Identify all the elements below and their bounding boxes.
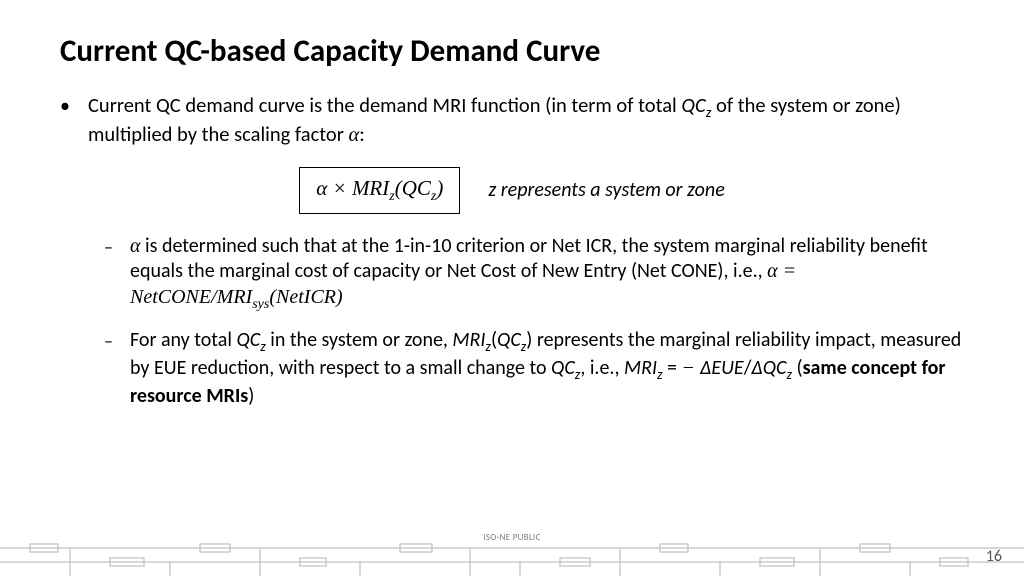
slide-footer: ISO-NE PUBLIC 16 xyxy=(0,530,1024,576)
qc-var: QC xyxy=(551,356,575,380)
bullet-level1: • Current QC demand curve is the demand … xyxy=(60,92,964,149)
text-fragment: is determined such that at the 1-in-10 c… xyxy=(130,234,928,284)
text-fragment: , i.e., xyxy=(580,356,624,380)
qc-var: QC xyxy=(236,328,260,352)
dqc: ΔQC xyxy=(751,356,786,380)
formula-mri: MRI xyxy=(352,176,389,200)
dash-marker: – xyxy=(104,234,130,314)
eq: = xyxy=(663,356,682,380)
circuit-decoration-icon xyxy=(0,534,1024,576)
eq-alpha: α xyxy=(767,260,778,282)
formula-row: α × MRIz(QCz) z represents a system or z… xyxy=(60,167,964,214)
formula-open: ( xyxy=(395,176,402,200)
bullet-level2: – For any total QCz in the system or zon… xyxy=(104,328,964,409)
eq-close: ) xyxy=(336,286,343,308)
alpha-var: α xyxy=(130,235,141,257)
formula-alpha: α xyxy=(316,176,327,200)
bullet-text: Current QC demand curve is the demand MR… xyxy=(88,92,964,149)
formula-box: α × MRIz(QCz) xyxy=(299,167,460,214)
qc-var: QC xyxy=(497,328,521,352)
eq-eq: = xyxy=(778,260,797,282)
eq-neticr: NetICR xyxy=(276,286,336,308)
bullet-level2: – α is determined such that at the 1-in-… xyxy=(104,234,964,314)
eq-netcone: NetCONE xyxy=(130,286,211,308)
formula-close: ) xyxy=(436,176,443,200)
formula-qc: QC xyxy=(402,176,431,200)
slide: Current QC-based Capacity Demand Curve •… xyxy=(0,0,1024,576)
minus: − xyxy=(682,357,701,379)
formula-times: × xyxy=(327,176,352,200)
paren: ( xyxy=(792,356,803,380)
mri-var: MRI xyxy=(624,356,657,380)
eq-mri-sub: sys xyxy=(252,297,269,312)
dash-marker: – xyxy=(104,328,130,409)
eq-mri: MRI xyxy=(217,286,253,308)
paren: ) xyxy=(248,384,254,408)
mri-var: MRI xyxy=(452,328,485,352)
slide-title: Current QC-based Capacity Demand Curve xyxy=(60,32,964,70)
text-fragment: Current QC demand curve is the demand MR… xyxy=(88,92,681,118)
sub-bullet-text: For any total QCz in the system or zone,… xyxy=(130,328,964,409)
alpha-var: α xyxy=(349,124,360,146)
sub-bullet-text: α is determined such that at the 1-in-10… xyxy=(130,234,964,314)
formula-caption: z represents a system or zone xyxy=(488,178,724,202)
text-fragment: : xyxy=(359,121,365,147)
deue: ΔEUE xyxy=(700,356,744,380)
text-fragment: For any total xyxy=(130,328,236,352)
text-fragment: in the system or zone, xyxy=(266,328,453,352)
qc-var: QC xyxy=(681,92,705,118)
bullet-marker: • xyxy=(60,92,88,149)
